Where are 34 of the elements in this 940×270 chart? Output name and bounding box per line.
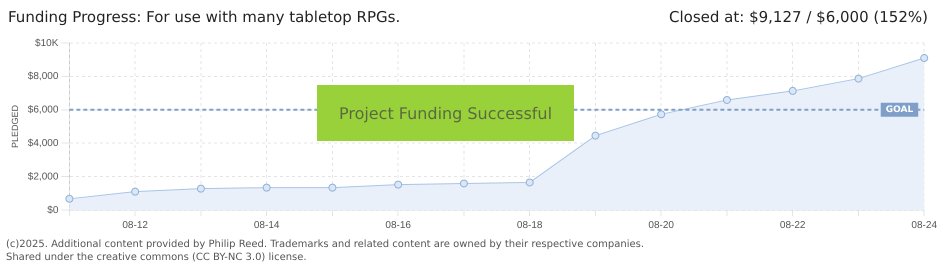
ref-line-label: GOAL [886, 105, 914, 116]
point [262, 184, 271, 192]
y-tick-label: $6,000 [28, 104, 59, 116]
x-tick-label: 08-14 [254, 220, 280, 231]
y-axis-title: PLEDGED [10, 104, 20, 148]
point [460, 179, 468, 188]
y-tick-label: $4,000 [28, 138, 59, 149]
point [591, 132, 600, 140]
point [328, 184, 336, 192]
point [196, 184, 205, 193]
point [657, 110, 666, 118]
point [920, 54, 928, 62]
x-tick-label: 08-18 [516, 220, 543, 231]
text: Shared under the creative commons (CC BY-NC 3.0) license. [6, 251, 308, 264]
x-tick-label: 08-20 [648, 220, 674, 231]
y-tick-label: $0 [47, 204, 59, 216]
chart-subtitle: Closed at: $9,127 / $6,000 (152%) [669, 8, 928, 26]
point [722, 96, 731, 104]
x-tick-label: 08-24 [911, 220, 938, 231]
point [788, 86, 797, 95]
x-tick-label: 08-16 [385, 220, 412, 231]
point [394, 180, 402, 189]
y-tick-label: $8,000 [28, 71, 59, 82]
y-tick-label: $10K [35, 38, 59, 49]
y-tick-label: $2,000 [28, 171, 59, 182]
point [854, 74, 862, 83]
x-tick-label: 08-12 [122, 220, 148, 231]
x-tick-label: 08-22 [780, 220, 806, 231]
banner: Project Funding Successful [317, 85, 574, 142]
chart-title: Funding Progress: For use with many tabletop RPGs. [8, 8, 400, 26]
point [65, 194, 74, 203]
point [131, 188, 140, 196]
text: (c)2025. Additional content provided by Philip Reed. Trademarks and related content are owned by their respective companies. [6, 238, 644, 251]
point [526, 178, 534, 186]
